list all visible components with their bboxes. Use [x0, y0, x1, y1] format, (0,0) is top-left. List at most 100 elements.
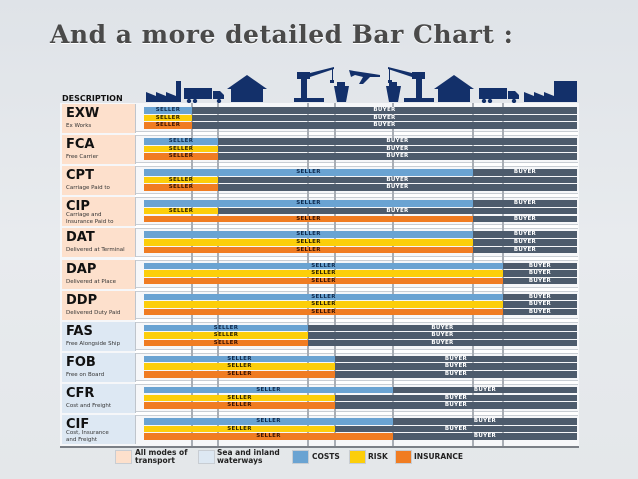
- bar-fas-costs-seller: SELLER: [144, 324, 308, 332]
- incoterm-code: FOB: [66, 354, 96, 370]
- bar-fca-risk-buyer: BUYER: [218, 145, 577, 153]
- bar-fas-insurance-seller: SELLER: [144, 339, 308, 347]
- bar-fas-costs-buyer: BUYER: [308, 324, 577, 332]
- legend-sea-line2: waterways: [217, 456, 263, 465]
- incoterm-code: DDP: [66, 292, 98, 308]
- bar-exw-costs-seller: SELLER: [144, 107, 192, 114]
- bar-dat-insurance-buyer: BUYER: [473, 246, 577, 254]
- port-crane-icon: [294, 67, 334, 102]
- incoterm-code: DAT: [66, 230, 95, 246]
- row-separator: [135, 193, 578, 199]
- description-cell-fob: FOB Free on Board: [62, 352, 136, 382]
- bar-exw-insurance-seller: SELLER: [144, 122, 192, 129]
- incoterm-code: CFR: [66, 385, 95, 401]
- bar-cpt-risk-seller: SELLER: [144, 176, 218, 184]
- incoterm-name: Cost and Freight: [66, 402, 112, 409]
- bar-cip-risk-seller: SELLER: [144, 207, 218, 215]
- bar-exw-insurance-buyer: BUYER: [192, 122, 577, 129]
- legend-label-insurance: INSURANCE: [414, 452, 464, 461]
- legend-label-sea: Sea and inland waterways: [217, 449, 280, 467]
- legend-swatch-costs: [292, 450, 309, 464]
- bar-dat-risk-seller: SELLER: [144, 239, 473, 246]
- ship-icon: [334, 82, 349, 102]
- bar-dat-insurance-seller: SELLER: [144, 246, 473, 254]
- bar-fob-insurance-seller: SELLER: [144, 371, 335, 378]
- description-cell-dap: DAP Delivered at Place: [62, 259, 136, 289]
- description-cell-dat: DAT Delivered at Terminal: [62, 228, 136, 258]
- bar-cip-risk-buyer: BUYER: [218, 207, 577, 215]
- bar-fas-insurance-buyer: BUYER: [308, 339, 577, 347]
- ship-icon: [386, 82, 401, 102]
- bar-ddp-insurance-seller: SELLER: [144, 308, 503, 316]
- port-crane-icon: [388, 67, 434, 102]
- truck-icon: [184, 88, 224, 104]
- incoterm-name: Free on Board: [66, 371, 105, 378]
- bar-cif-costs-buyer: BUYER: [393, 418, 577, 425]
- bar-cpt-insurance-buyer: BUYER: [218, 184, 577, 191]
- factory-icon: [524, 81, 577, 102]
- row-separator: [135, 162, 578, 168]
- warehouse-icon: [227, 75, 267, 102]
- legend-swatch-all-modes: [115, 450, 132, 464]
- bar-dat-costs-buyer: BUYER: [473, 231, 577, 238]
- bar-ddp-insurance-buyer: BUYER: [503, 308, 577, 316]
- incoterm-name: Delivered Duty Paid: [66, 309, 121, 316]
- transport-icons-strip: [146, 67, 577, 104]
- incoterm-name: Ex Works: [66, 123, 92, 129]
- description-cell-fas: FAS Free Alongside Ship: [62, 321, 136, 351]
- description-header: DESCRIPTION: [62, 94, 123, 103]
- description-cell-exw: EXW Ex Works: [62, 104, 136, 133]
- bar-cfr-risk-seller: SELLER: [144, 394, 335, 402]
- bar-dap-risk-buyer: BUYER: [503, 270, 577, 277]
- bar-cpt-costs-buyer: BUYER: [473, 169, 577, 176]
- bar-dap-costs-buyer: BUYER: [503, 262, 577, 270]
- incoterm-code: CIP: [66, 199, 90, 215]
- bar-dat-risk-buyer: BUYER: [473, 239, 577, 246]
- bar-fca-costs-buyer: BUYER: [218, 138, 577, 145]
- incoterm-name: Carriage and Insurance Paid to: [66, 212, 114, 225]
- description-cell-fca: FCA Free Carrier: [62, 135, 136, 165]
- bar-cif-costs-seller: SELLER: [144, 418, 393, 425]
- bar-cpt-risk-buyer: BUYER: [218, 176, 577, 184]
- bar-fca-risk-seller: SELLER: [144, 145, 218, 153]
- incoterm-name: Free Carrier: [66, 154, 99, 161]
- bar-fca-costs-seller: SELLER: [144, 138, 218, 145]
- incoterm-code: FCA: [66, 137, 95, 153]
- incoterm-code: EXW: [66, 106, 100, 121]
- legend-label-costs: COSTS: [312, 452, 340, 461]
- bar-cip-costs-seller: SELLER: [144, 200, 473, 207]
- bar-dat-costs-seller: SELLER: [144, 231, 473, 238]
- bar-cif-risk-seller: SELLER: [144, 425, 335, 433]
- description-cell-cpt: CPT Carriage Paid to: [62, 166, 136, 196]
- row-separator: [135, 255, 578, 261]
- bar-fob-risk-buyer: BUYER: [335, 363, 577, 370]
- bar-cfr-risk-buyer: BUYER: [335, 394, 577, 402]
- bar-ddp-risk-buyer: BUYER: [503, 301, 577, 308]
- legend-label-risk: RISK: [368, 452, 388, 461]
- bar-fas-risk-seller: SELLER: [144, 332, 308, 339]
- legend-swatch-risk: [349, 450, 366, 464]
- legend-all-modes-line2: transport: [135, 456, 175, 465]
- bar-cpt-insurance-seller: SELLER: [144, 184, 218, 191]
- legend-label-all-modes: All modes of transport: [135, 449, 187, 467]
- incoterm-code: CPT: [66, 168, 94, 184]
- legend-swatch-sea: [198, 450, 215, 464]
- row-separator: [135, 131, 578, 137]
- row-separator: [135, 286, 578, 292]
- bar-fas-risk-buyer: BUYER: [308, 332, 577, 339]
- row-separator: [135, 348, 578, 354]
- incoterm-name: Free Alongside Ship: [66, 340, 121, 347]
- bar-fob-costs-seller: SELLER: [144, 355, 335, 363]
- bar-cif-insurance-buyer: BUYER: [393, 433, 577, 440]
- row-separator: [135, 317, 578, 323]
- legend-swatch-insurance: [395, 450, 412, 464]
- bar-ddp-risk-seller: SELLER: [144, 301, 503, 308]
- bar-exw-risk-buyer: BUYER: [192, 114, 577, 122]
- incoterm-name: Cost, Insurance and Freight: [66, 430, 109, 443]
- incoterm-code: DAP: [66, 261, 97, 277]
- bar-exw-risk-seller: SELLER: [144, 114, 192, 122]
- bar-cfr-costs-seller: SELLER: [144, 386, 393, 394]
- incoterm-code: FAS: [66, 323, 93, 339]
- description-cell-cif: CIF Cost, Insurance and Freight: [62, 415, 136, 444]
- row-separator: [135, 224, 578, 230]
